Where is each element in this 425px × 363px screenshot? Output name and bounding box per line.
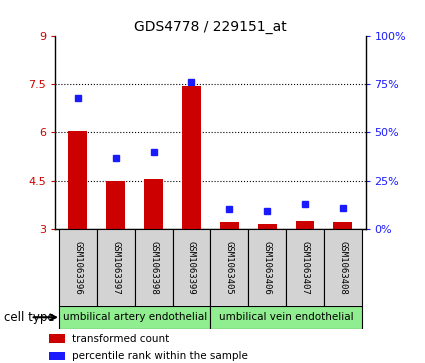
Bar (106, 180, 125, 229)
Bar (97, 229, 135, 307)
Bar (59, 306, 210, 329)
Text: GSM1063397: GSM1063397 (111, 241, 120, 295)
Bar (59, 229, 97, 307)
Bar (135, 229, 173, 307)
Text: umbilical artery endothelial: umbilical artery endothelial (62, 312, 207, 322)
Bar (144, 179, 163, 229)
Bar (173, 229, 210, 307)
Bar (210, 229, 248, 307)
Bar (68, 131, 88, 229)
Text: GSM1063399: GSM1063399 (187, 241, 196, 295)
Bar (286, 229, 324, 307)
Bar (295, 221, 314, 229)
Title: GDS4778 / 229151_at: GDS4778 / 229151_at (134, 20, 287, 34)
Bar (324, 229, 362, 307)
Text: GSM1063398: GSM1063398 (149, 241, 158, 295)
Text: GSM1063407: GSM1063407 (300, 241, 309, 295)
Text: cell type: cell type (4, 311, 55, 324)
Bar (210, 306, 362, 329)
Text: umbilical vein endothelial: umbilical vein endothelial (219, 312, 353, 322)
Bar (49, 334, 65, 343)
Bar (248, 229, 286, 307)
Text: percentile rank within the sample: percentile rank within the sample (72, 351, 248, 361)
Text: GSM1063408: GSM1063408 (338, 241, 347, 295)
Bar (333, 222, 352, 229)
Bar (49, 351, 65, 360)
Text: transformed count: transformed count (72, 334, 170, 344)
Bar (220, 222, 239, 229)
Text: GSM1063396: GSM1063396 (74, 241, 82, 295)
Bar (182, 86, 201, 229)
Bar (258, 224, 277, 229)
Text: GSM1063405: GSM1063405 (225, 241, 234, 295)
Text: GSM1063406: GSM1063406 (263, 241, 272, 295)
